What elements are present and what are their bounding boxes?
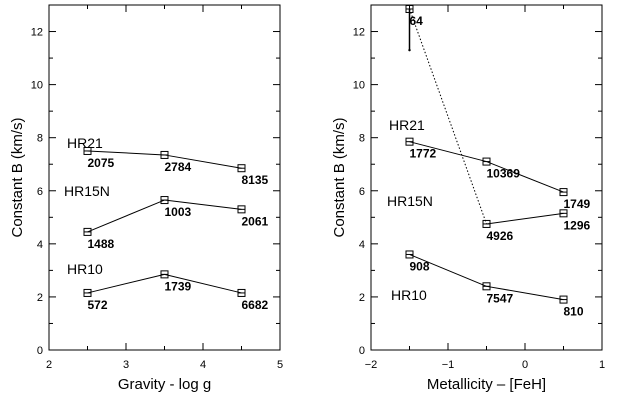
series-name-label: HR21 bbox=[67, 135, 103, 151]
series-line-segment bbox=[409, 141, 487, 163]
data-point-label: 1772 bbox=[410, 147, 437, 161]
y-axis-label: Constant B (km/s) bbox=[331, 117, 348, 237]
data-point-label: 10369 bbox=[487, 167, 521, 181]
series-name-label: HR15N bbox=[387, 193, 433, 209]
data-point-label: 908 bbox=[410, 259, 430, 273]
y-tick-label: 12 bbox=[353, 27, 365, 39]
y-tick-label: 12 bbox=[31, 27, 43, 39]
data-point-label: 2061 bbox=[242, 214, 269, 228]
y-tick-label: 10 bbox=[31, 80, 43, 92]
x-tick-label: 1 bbox=[599, 359, 605, 371]
data-point-label: 6682 bbox=[242, 298, 269, 312]
y-tick-label: 4 bbox=[359, 239, 365, 251]
x-tick-label: −2 bbox=[365, 359, 378, 371]
series-line-segment bbox=[87, 150, 165, 156]
data-point-label: 2075 bbox=[88, 156, 115, 170]
y-tick-label: 2 bbox=[37, 292, 43, 304]
series-line-segment bbox=[409, 8, 487, 225]
x-axis-label: Gravity - log g bbox=[118, 376, 211, 393]
y-tick-label: 6 bbox=[359, 186, 365, 198]
series-hr10: 572 1739 6682 HR10 bbox=[67, 261, 269, 312]
series-line-segment bbox=[164, 154, 242, 169]
series-name-label: HR10 bbox=[391, 287, 427, 303]
data-point-label: 1488 bbox=[88, 237, 115, 251]
x-tick-label: 4 bbox=[200, 359, 206, 371]
x-tick-label: 0 bbox=[522, 359, 528, 371]
y-tick-label: 8 bbox=[359, 133, 365, 145]
y-tick-label: 0 bbox=[359, 345, 365, 357]
x-axis-label: Metallicity – [FeH] bbox=[427, 376, 546, 393]
series-hr15n: 1488 1003 2061 HR15N bbox=[64, 183, 269, 251]
data-point-label: 7547 bbox=[487, 291, 514, 305]
series-line-segment bbox=[87, 199, 165, 233]
series-line-segment bbox=[164, 199, 242, 210]
data-point-label: 64 bbox=[410, 14, 424, 28]
series-line-segment bbox=[486, 212, 564, 225]
series-hr15n: 64 4926 1296 HR15N bbox=[387, 4, 591, 243]
series-hr21: 2075 2784 8135 HR21 bbox=[67, 135, 269, 187]
series-hr10: 908 7547 810 HR10 bbox=[391, 250, 584, 319]
series-line-segment bbox=[486, 161, 564, 193]
y-tick-label: 6 bbox=[37, 186, 43, 198]
data-point-label: 4926 bbox=[487, 229, 514, 243]
y-tick-label: 8 bbox=[37, 133, 43, 145]
data-point-label: 1296 bbox=[564, 218, 591, 232]
data-point-label: 810 bbox=[564, 305, 584, 319]
series-name-label: HR10 bbox=[67, 261, 103, 277]
y-tick-label: 4 bbox=[37, 239, 43, 251]
series-line-segment bbox=[164, 273, 242, 294]
error-bar-end bbox=[408, 48, 411, 52]
y-tick-label: 10 bbox=[353, 80, 365, 92]
data-point-label: 1003 bbox=[165, 205, 192, 219]
data-point-label: 2784 bbox=[165, 160, 192, 174]
y-axis-label: Constant B (km/s) bbox=[9, 117, 26, 237]
data-point-label: 572 bbox=[88, 298, 108, 312]
series-hr21: 1772 10369 1749 HR21 bbox=[389, 117, 591, 211]
series-name-label: HR21 bbox=[389, 117, 425, 133]
data-point-label: 1739 bbox=[165, 279, 192, 293]
x-tick-label: −1 bbox=[442, 359, 455, 371]
series-line-segment bbox=[486, 285, 564, 301]
y-tick-label: 2 bbox=[359, 292, 365, 304]
series-line-segment bbox=[87, 273, 165, 294]
data-point-label: 1749 bbox=[564, 197, 591, 211]
x-tick-label: 5 bbox=[277, 359, 283, 371]
series-name-label: HR15N bbox=[64, 183, 110, 199]
series-line-segment bbox=[409, 253, 487, 287]
x-tick-label: 2 bbox=[46, 359, 52, 371]
y-tick-label: 0 bbox=[37, 345, 43, 357]
x-tick-label: 3 bbox=[123, 359, 129, 371]
data-point-label: 8135 bbox=[242, 173, 269, 187]
